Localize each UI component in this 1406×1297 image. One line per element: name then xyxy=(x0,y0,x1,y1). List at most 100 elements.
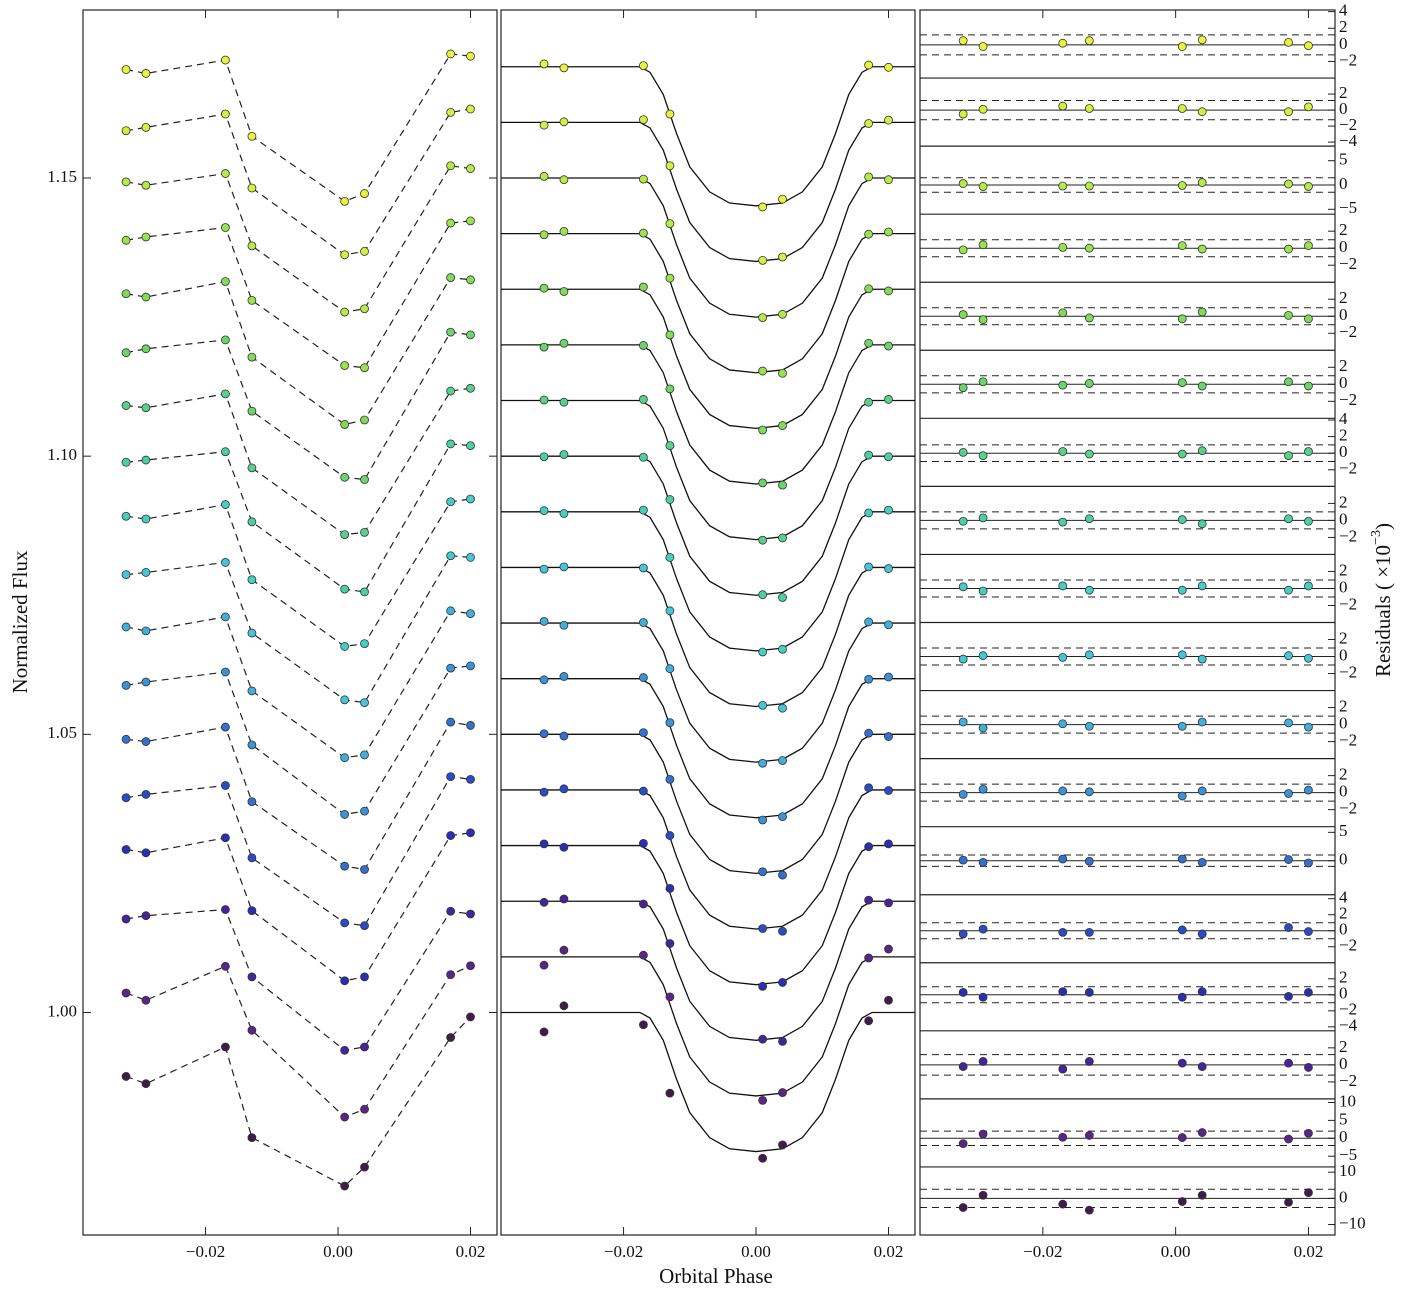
data-point xyxy=(978,651,988,661)
data-point xyxy=(1304,858,1313,868)
data-point xyxy=(758,867,768,877)
data-point xyxy=(539,564,549,574)
transit-model xyxy=(501,511,915,652)
transit-model xyxy=(501,121,915,263)
data-point xyxy=(864,229,874,239)
data-point xyxy=(340,472,350,482)
data-point xyxy=(539,120,549,130)
data-point xyxy=(141,403,151,413)
data-point xyxy=(1197,178,1207,187)
data-point xyxy=(340,584,350,594)
data-point xyxy=(121,622,131,632)
data-point xyxy=(639,838,648,848)
data-point xyxy=(446,218,456,228)
data-point xyxy=(978,723,988,733)
data-point xyxy=(466,828,475,838)
data-point xyxy=(884,620,893,630)
data-point xyxy=(758,815,768,825)
y-tick-label: −2 xyxy=(1339,799,1357,818)
data-point xyxy=(884,995,893,1005)
data-point xyxy=(639,1020,648,1030)
data-point xyxy=(864,450,874,460)
y-axis-label: Normalized Flux xyxy=(8,550,32,693)
data-point xyxy=(221,169,230,178)
data-point xyxy=(884,175,893,185)
data-point xyxy=(758,1034,768,1044)
data-point xyxy=(864,842,874,852)
data-point xyxy=(884,732,893,741)
data-point xyxy=(978,182,988,191)
data-point xyxy=(1284,451,1293,461)
data-point xyxy=(864,728,874,738)
data-point xyxy=(864,508,874,518)
data-point xyxy=(1177,241,1187,251)
y-tick-label: 0 xyxy=(1339,237,1348,256)
y-tick-label: −2 xyxy=(1339,594,1357,613)
data-point xyxy=(1304,1188,1313,1197)
data-point xyxy=(778,309,787,319)
data-point xyxy=(360,972,369,982)
data-point xyxy=(864,172,874,182)
data-point xyxy=(758,758,768,768)
data-point xyxy=(758,981,768,991)
data-point xyxy=(466,216,475,226)
data-point xyxy=(1304,927,1313,936)
y-tick-label: 0 xyxy=(1339,577,1348,596)
transit-model xyxy=(501,733,915,875)
data-point xyxy=(539,675,549,685)
transit-model xyxy=(501,455,915,596)
y-tick-label: 5 xyxy=(1339,1109,1348,1128)
data-point xyxy=(466,909,475,919)
data-point xyxy=(864,397,874,407)
data-point xyxy=(1304,516,1313,526)
data-point xyxy=(958,36,968,46)
data-point xyxy=(340,918,350,928)
data-point xyxy=(1284,377,1293,387)
y-tick-label: −2 xyxy=(1339,731,1357,750)
data-point xyxy=(446,107,456,117)
data-point xyxy=(340,307,350,317)
data-point xyxy=(758,425,768,435)
data-point xyxy=(559,63,569,73)
data-point xyxy=(247,628,257,638)
data-point xyxy=(340,642,350,651)
data-point xyxy=(884,62,893,72)
data-point xyxy=(539,230,549,240)
data-point xyxy=(1197,717,1207,727)
data-point xyxy=(466,609,475,618)
data-point xyxy=(978,240,988,250)
data-point xyxy=(1058,1199,1068,1209)
data-point xyxy=(978,513,988,523)
data-point xyxy=(1058,1064,1068,1074)
data-point xyxy=(446,327,456,337)
y-tick-label: 0 xyxy=(1339,442,1348,461)
data-point xyxy=(1304,102,1313,112)
data-point xyxy=(466,774,475,784)
data-point xyxy=(466,721,475,730)
data-point xyxy=(778,978,787,987)
data-point xyxy=(466,51,475,61)
data-point xyxy=(1284,514,1293,524)
y-tick-label: −2 xyxy=(1339,254,1357,273)
data-point xyxy=(121,457,131,467)
y-tick-label: −2 xyxy=(1339,390,1357,409)
data-point xyxy=(121,126,131,136)
data-point xyxy=(1177,925,1187,935)
y-tick-label: 4 xyxy=(1339,888,1348,907)
data-point xyxy=(466,164,475,173)
data-point xyxy=(247,1133,257,1143)
data-point xyxy=(778,703,787,713)
data-point xyxy=(559,945,569,955)
data-point xyxy=(884,115,893,125)
transit-model xyxy=(501,900,915,1041)
data-point xyxy=(221,223,230,232)
data-point xyxy=(1058,181,1068,191)
data-point xyxy=(121,680,131,690)
data-point xyxy=(1284,1134,1293,1144)
y-tick-label: 2 xyxy=(1339,968,1348,987)
data-point xyxy=(1197,519,1207,529)
data-point xyxy=(1084,104,1094,113)
data-point xyxy=(758,202,768,212)
data-point xyxy=(758,366,768,376)
data-point xyxy=(1284,1197,1293,1207)
